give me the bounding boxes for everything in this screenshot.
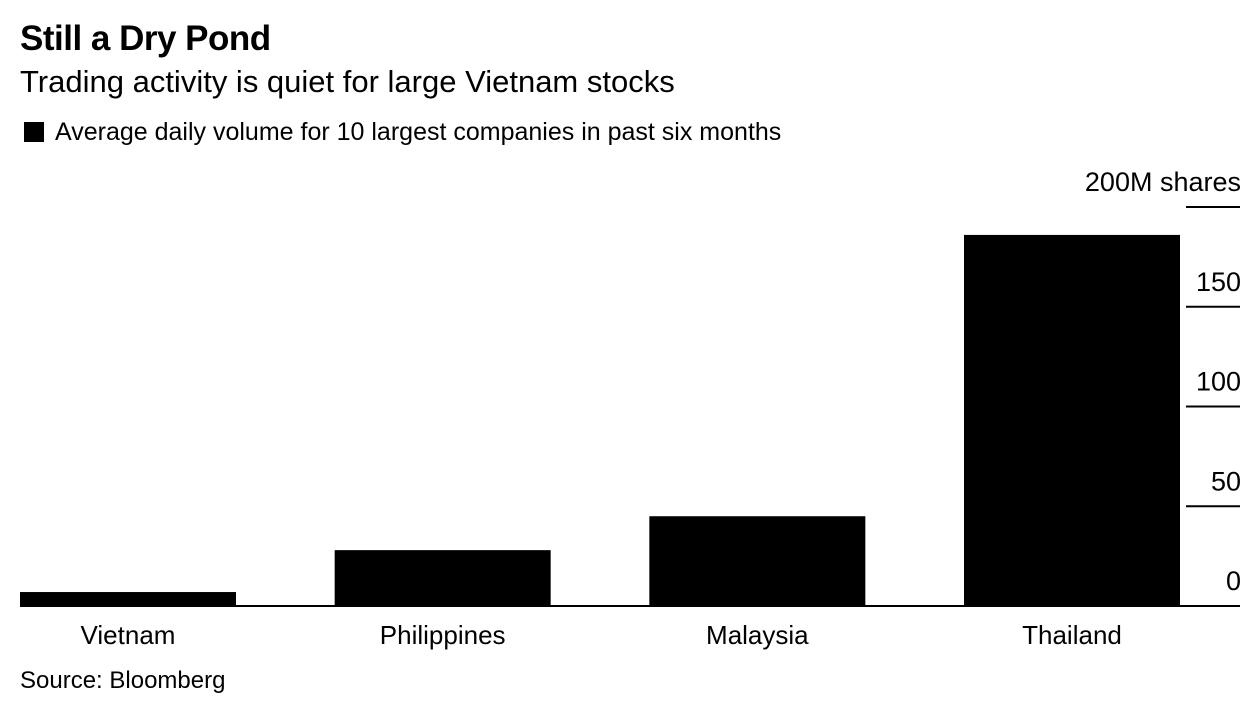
- bar: [20, 592, 236, 606]
- x-category-label: Malaysia: [706, 620, 809, 650]
- bar-chart: 0 50 100 150 200M shares Vietnam Philippines Ma…: [20, 167, 1241, 650]
- y-tick-label: 150: [1196, 267, 1241, 297]
- legend-swatch: [24, 122, 44, 142]
- x-category-label: Thailand: [1022, 620, 1122, 650]
- y-tick-label: 0: [1226, 566, 1241, 596]
- x-category-label: Vietnam: [81, 620, 176, 650]
- y-tick-label: 50: [1211, 466, 1241, 496]
- legend: Average daily volume for 10 largest comp…: [24, 117, 781, 147]
- y-tick-label: 200M shares: [1085, 167, 1241, 197]
- chart-title: Still a Dry Pond: [20, 19, 271, 58]
- x-category-label: Philippines: [380, 620, 506, 650]
- bar: [964, 234, 1180, 606]
- legend-label: Average daily volume for 10 largest comp…: [55, 117, 782, 146]
- source-note: Source: Bloomberg: [20, 667, 226, 694]
- chart-subtitle: Trading activity is quiet for large Viet…: [20, 64, 675, 99]
- y-tick-label: 100: [1196, 367, 1241, 397]
- bar: [334, 550, 551, 606]
- bar: [649, 516, 866, 606]
